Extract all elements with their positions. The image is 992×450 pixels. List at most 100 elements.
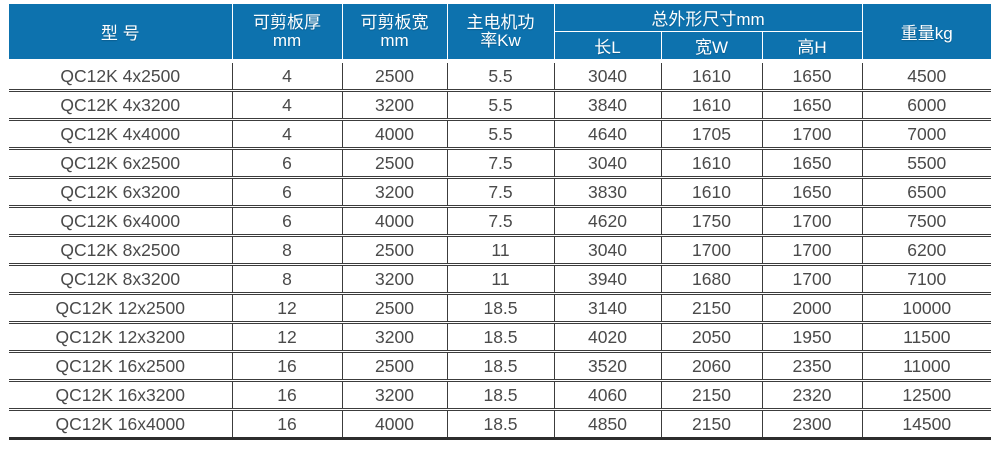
cell-dim_length: 3830 [553,177,661,208]
cell-model: QC12K 4x2500 [9,59,232,92]
col-header-dim-width: 宽W [660,31,762,61]
col-header-motor-power-line1: 主电机功 [466,12,535,32]
col-header-dim-height: 高H [761,31,862,61]
col-header-cut-thickness-line1: 可剪板厚 [253,12,321,32]
cell-model: QC12K 6x2500 [9,148,232,179]
table-row: QC12K 16x3200 16 3200 18.5 4060 2150 2320 12500 [9,380,991,411]
cell-weight: 7500 [861,206,991,237]
cell-weight: 14500 [861,409,991,440]
cell-weight: 11000 [861,351,991,382]
cell-weight: 6200 [861,235,991,266]
table-row: QC12K 4x3200 4 3200 5.5 3840 1610 1650 6000 [9,90,991,121]
cell-dim_length: 4620 [553,206,661,237]
cell-weight: 6500 [861,177,991,208]
col-header-motor-power: 主电机功 率Kw [446,4,554,61]
cell-model: QC12K 16x3200 [9,380,232,411]
cell-dim_height: 1650 [761,59,862,92]
cell-cut_thickness: 8 [231,264,342,295]
cell-model: QC12K 12x3200 [9,322,232,353]
col-header-cut-width-line2: mm [380,31,409,51]
cell-weight: 12500 [861,380,991,411]
cell-cut_thickness: 16 [231,380,342,411]
cell-dim_width: 1705 [660,119,762,150]
cell-weight: 6000 [861,90,991,121]
cell-cut_width: 3200 [341,177,447,208]
table-row: QC12K 4x4000 4 4000 5.5 4640 1705 1700 7000 [9,119,991,150]
cell-cut_width: 2500 [341,235,447,266]
cell-model: QC12K 12x2500 [9,293,232,324]
cell-cut_thickness: 16 [231,409,342,440]
col-header-cut-width-line1: 可剪板宽 [360,12,429,32]
cell-model: QC12K 16x2500 [9,351,232,382]
cell-dim_width: 1610 [660,90,762,121]
cell-dim_length: 3040 [553,148,661,179]
cell-dim_width: 2050 [660,322,762,353]
cell-motor_power: 5.5 [446,90,554,121]
cell-motor_power: 7.5 [446,148,554,179]
cell-weight: 7100 [861,264,991,295]
col-header-dim-length: 长L [553,31,661,61]
cell-motor_power: 7.5 [446,206,554,237]
cell-cut_width: 3200 [341,322,447,353]
cell-weight: 10000 [861,293,991,324]
cell-dim_width: 1610 [660,59,762,92]
cell-cut_width: 2500 [341,293,447,324]
cell-cut_width: 3200 [341,264,447,295]
table-body: QC12K 4x2500 4 2500 5.5 3040 1610 1650 4500 QC12… [9,59,991,440]
table-row: QC12K 6x4000 6 4000 7.5 4620 1750 1700 7500 [9,206,991,237]
table-row: QC12K 6x3200 6 3200 7.5 3830 1610 1650 6500 [9,177,991,208]
cell-dim_height: 2320 [761,380,862,411]
col-header-model: 型 号 [9,4,232,61]
cell-motor_power: 18.5 [446,380,554,411]
col-header-overall-dimensions: 总外形尺寸mm [553,4,862,32]
cell-weight: 5500 [861,148,991,179]
cell-cut_thickness: 4 [231,90,342,121]
cell-motor_power: 5.5 [446,59,554,92]
spec-table: 型 号 可剪板厚 mm 可剪板宽 mm 主电机功 率Kw 总外形尺寸mm 重量k… [9,4,991,440]
table-row: QC12K 4x2500 4 2500 5.5 3040 1610 1650 4500 [9,59,991,92]
cell-weight: 11500 [861,322,991,353]
cell-motor_power: 11 [446,235,554,266]
table-row: QC12K 16x2500 16 2500 18.5 3520 2060 2350 11000 [9,351,991,382]
cell-dim_width: 1610 [660,148,762,179]
cell-model: QC12K 6x3200 [9,177,232,208]
cell-dim_width: 1750 [660,206,762,237]
cell-model: QC12K 4x4000 [9,119,232,150]
cell-cut_thickness: 16 [231,351,342,382]
cell-motor_power: 11 [446,264,554,295]
table-row: QC12K 8x2500 8 2500 11 3040 1700 1700 6200 [9,235,991,266]
cell-motor_power: 18.5 [446,293,554,324]
col-header-weight: 重量kg [861,4,991,61]
cell-dim_height: 1700 [761,235,862,266]
cell-motor_power: 18.5 [446,351,554,382]
cell-weight: 4500 [861,59,991,92]
cell-dim_height: 1700 [761,206,862,237]
cell-dim_height: 1950 [761,322,862,353]
cell-dim_height: 2350 [761,351,862,382]
table-row: QC12K 12x3200 12 3200 18.5 4020 2050 1950 11500 [9,322,991,353]
cell-motor_power: 7.5 [446,177,554,208]
cell-cut_width: 2500 [341,148,447,179]
cell-dim_length: 3140 [553,293,661,324]
col-header-cut-width: 可剪板宽 mm [341,4,447,61]
cell-cut_width: 4000 [341,206,447,237]
cell-motor_power: 18.5 [446,322,554,353]
cell-dim_length: 3840 [553,90,661,121]
cell-dim_width: 1700 [660,235,762,266]
cell-dim_length: 3040 [553,235,661,266]
cell-dim_width: 2060 [660,351,762,382]
cell-dim_length: 3520 [553,351,661,382]
cell-dim_width: 2150 [660,293,762,324]
cell-model: QC12K 4x3200 [9,90,232,121]
cell-dim_width: 1610 [660,177,762,208]
cell-model: QC12K 8x2500 [9,235,232,266]
cell-dim_length: 4020 [553,322,661,353]
cell-cut_width: 2500 [341,59,447,92]
cell-model: QC12K 8x3200 [9,264,232,295]
cell-cut_thickness: 12 [231,293,342,324]
cell-cut_width: 3200 [341,380,447,411]
cell-cut_thickness: 4 [231,119,342,150]
cell-dim_width: 2150 [660,380,762,411]
cell-cut_thickness: 4 [231,59,342,92]
